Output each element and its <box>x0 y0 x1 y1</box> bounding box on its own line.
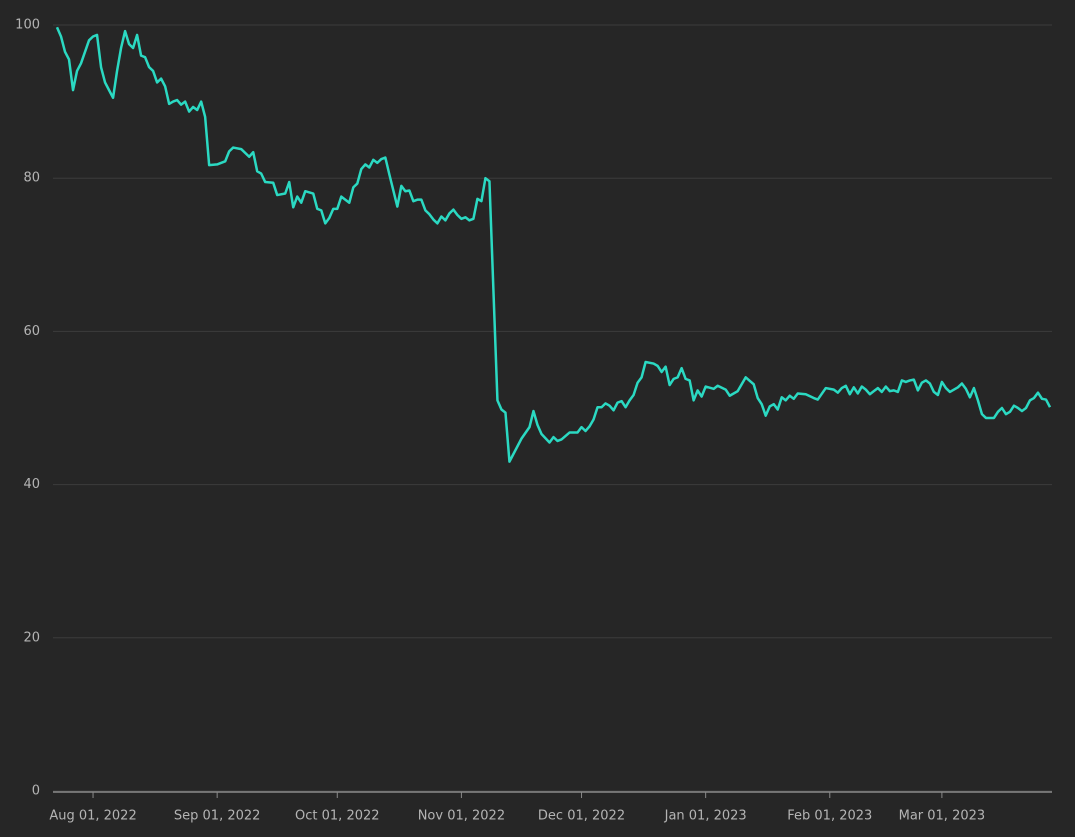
x-tick-label: Jan 01, 2023 <box>664 809 747 824</box>
x-tick-label: Aug 01, 2022 <box>49 809 136 824</box>
y-tick-label: 20 <box>23 630 40 645</box>
x-tick-label: Sep 01, 2022 <box>174 809 261 824</box>
y-tick-label: 0 <box>32 784 40 799</box>
x-tick-label: Mar 01, 2023 <box>899 809 986 824</box>
y-tick-label: 100 <box>15 18 40 33</box>
data-line <box>55 26 1052 463</box>
x-tick-label: Dec 01, 2022 <box>538 809 625 824</box>
y-tick-label: 80 <box>23 171 40 186</box>
y-tick-label: 40 <box>23 477 40 492</box>
x-tick-label: Feb 01, 2023 <box>787 809 872 824</box>
x-tick-label: Oct 01, 2022 <box>295 809 380 824</box>
y-tick-label: 60 <box>23 324 40 339</box>
x-tick-label: Nov 01, 2022 <box>418 809 505 824</box>
